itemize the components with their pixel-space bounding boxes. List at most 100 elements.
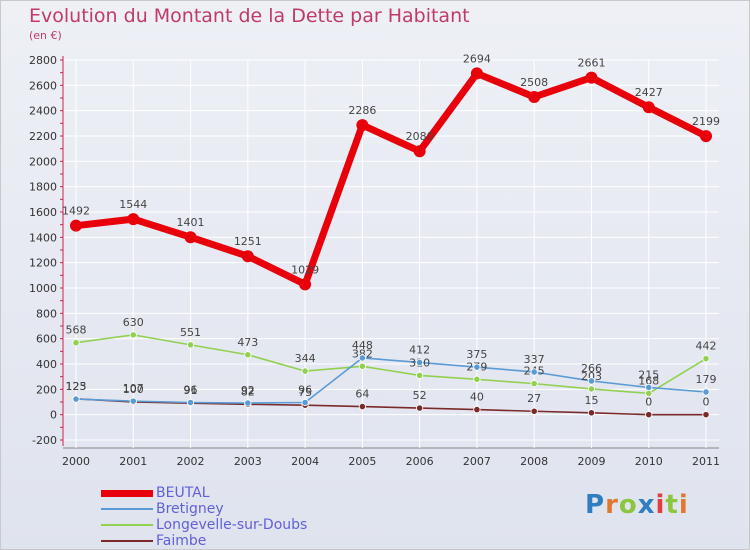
data-point	[358, 402, 366, 411]
data-label: 179	[696, 373, 717, 386]
data-label: 168	[638, 374, 659, 387]
data-label: 91	[184, 384, 198, 397]
legend-swatch	[101, 524, 153, 526]
data-label: 382	[352, 347, 373, 360]
data-label: 375	[466, 348, 487, 361]
data-label: 15	[584, 394, 598, 407]
data-point	[700, 130, 712, 143]
data-label: 125	[66, 380, 87, 393]
data-label: 107	[123, 382, 144, 395]
data-point	[413, 145, 426, 158]
x-tick-label: 2004	[291, 455, 319, 468]
y-tick-label: -200	[32, 434, 57, 447]
data-label: 215	[638, 368, 659, 381]
data-point	[301, 367, 309, 375]
data-label: 1029	[291, 263, 319, 276]
data-point	[587, 385, 596, 393]
y-tick-label: 0	[50, 409, 57, 422]
x-tick-label: 2001	[119, 455, 147, 468]
data-label: 40	[470, 391, 484, 404]
data-point	[470, 67, 483, 80]
data-label: 75	[298, 386, 312, 399]
legend-label: Bretigney	[156, 501, 224, 517]
y-tick-label: 2800	[29, 54, 57, 67]
data-point	[184, 231, 197, 244]
data-label: 1544	[119, 198, 147, 211]
x-tick-label: 2003	[234, 455, 262, 468]
data-label: 203	[581, 370, 602, 383]
data-label: 551	[180, 326, 201, 339]
y-tick-label: 800	[36, 307, 57, 320]
y-tick-label: 1400	[29, 231, 57, 244]
data-label: 0	[645, 396, 652, 409]
data-label: 1251	[234, 235, 262, 248]
proxiti-logo: Proxiti	[585, 490, 689, 520]
data-label: 27	[527, 392, 541, 405]
data-point	[587, 377, 596, 385]
data-point	[186, 341, 195, 349]
x-tick-label: 2009	[577, 455, 605, 468]
data-point	[528, 90, 541, 103]
data-label: 266	[581, 362, 602, 375]
data-point	[473, 363, 481, 371]
x-tick-label: 2007	[463, 455, 491, 468]
chart-subtitle: (en €)	[29, 29, 62, 42]
data-label: 2661	[577, 57, 605, 70]
x-tick-label: 2008	[520, 455, 548, 468]
y-tick-label: 1200	[29, 257, 57, 270]
data-label: 100	[123, 383, 144, 396]
y-tick-label: 2400	[29, 105, 57, 118]
x-tick-label: 2006	[406, 455, 434, 468]
data-point	[356, 119, 369, 132]
data-label: 630	[123, 316, 144, 329]
data-label: 92	[241, 384, 255, 397]
legend-label: Longevelle-sur-Doubs	[156, 517, 308, 533]
data-label: 2286	[348, 104, 376, 117]
y-tick-label: 1600	[29, 206, 57, 219]
legend-swatch	[101, 540, 153, 542]
data-label: 473	[237, 336, 258, 349]
data-label: 123	[66, 380, 87, 393]
data-point	[702, 355, 710, 363]
data-label: 96	[298, 384, 312, 397]
data-point	[473, 405, 481, 414]
data-label: 1492	[62, 205, 90, 218]
y-tick-label: 2600	[29, 79, 57, 92]
data-point	[72, 395, 80, 403]
data-point	[186, 398, 195, 407]
data-label: 412	[409, 343, 430, 356]
legend-label: Faimbe	[156, 533, 207, 549]
data-point	[645, 411, 653, 419]
data-point	[70, 219, 82, 232]
x-tick-label: 2000	[62, 455, 90, 468]
data-label: 337	[524, 353, 545, 366]
data-point	[241, 250, 254, 263]
data-label: 82	[241, 385, 255, 398]
y-tick-label: 400	[36, 358, 57, 371]
legend-label: BEUTAL	[156, 485, 210, 501]
data-point	[587, 409, 596, 417]
data-label: 64	[355, 388, 369, 401]
data-label: 2694	[463, 52, 491, 65]
data-label: 2427	[635, 86, 663, 99]
data-point	[72, 339, 80, 347]
data-point	[244, 351, 252, 359]
data-label: 1401	[177, 216, 205, 229]
x-tick-label: 2005	[348, 455, 376, 468]
data-label: 448	[352, 339, 373, 352]
data-label: 0	[703, 396, 710, 409]
data-point	[642, 101, 655, 114]
series-line	[75, 357, 707, 404]
data-point	[645, 383, 653, 392]
data-label: 2508	[520, 76, 548, 89]
data-label: 344	[295, 352, 316, 365]
data-point	[129, 331, 137, 339]
data-point	[416, 358, 424, 367]
x-tick-label: 2010	[635, 455, 663, 468]
legend-swatch	[101, 508, 153, 510]
y-tick-label: 200	[36, 383, 57, 396]
data-point	[358, 354, 366, 362]
x-tick-label: 2011	[692, 455, 720, 468]
data-point	[585, 71, 598, 84]
